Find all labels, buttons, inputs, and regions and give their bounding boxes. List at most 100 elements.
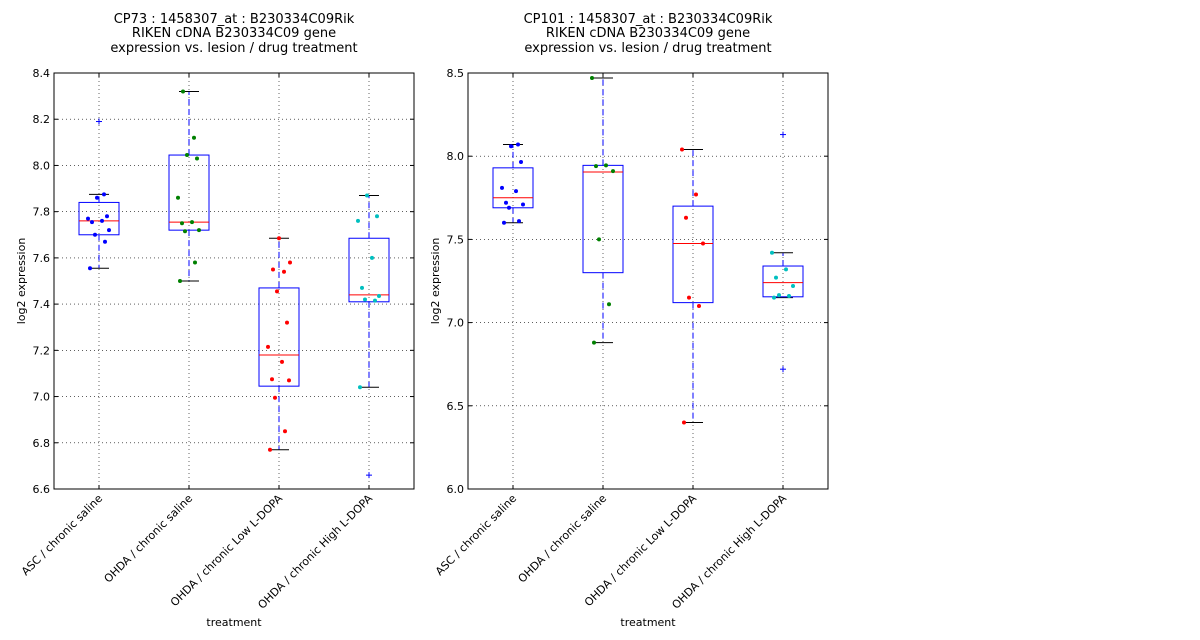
chart-title-line-2: RIKEN cDNA B230334C09 gene	[132, 26, 336, 41]
data-point	[684, 215, 688, 220]
data-point	[682, 420, 686, 425]
box-iqr	[672, 205, 714, 304]
box-iqr	[348, 237, 390, 303]
data-point	[192, 135, 196, 140]
data-point	[373, 298, 377, 303]
x-axis-label: treatment	[620, 616, 676, 629]
y-tick-label: 6.6	[33, 483, 51, 496]
data-point	[90, 220, 94, 225]
plot-frame	[467, 72, 829, 490]
data-point	[770, 250, 774, 255]
data-point	[178, 279, 182, 283]
data-point	[107, 228, 111, 233]
data-point	[697, 303, 701, 308]
data-point	[375, 214, 379, 219]
data-point	[105, 214, 109, 219]
data-point	[772, 295, 776, 300]
box-iqr	[582, 164, 624, 274]
data-point	[185, 153, 189, 158]
data-point	[377, 294, 381, 299]
y-axis-label: log2 expression	[429, 238, 442, 325]
data-point	[514, 189, 518, 194]
data-point	[268, 447, 272, 452]
chart-title-line-1: CP101 : 1458307_at : B230334C09Rik	[524, 12, 773, 27]
box-iqr	[258, 287, 300, 387]
y-tick-label: 6.5	[447, 400, 465, 413]
data-point	[607, 302, 611, 307]
data-point	[590, 75, 594, 80]
x-axis-label: treatment	[206, 616, 262, 629]
data-point	[787, 293, 791, 298]
data-point	[275, 289, 279, 294]
y-tick-label: 7.6	[33, 252, 51, 265]
data-point	[197, 228, 201, 233]
y-tick-label: 7.0	[447, 317, 465, 330]
data-point	[784, 267, 788, 272]
data-point	[190, 220, 194, 225]
data-point	[521, 202, 525, 207]
y-tick-label: 7.2	[33, 344, 51, 357]
data-point	[694, 192, 698, 197]
chart-panel-cp101: CP101 : 1458307_at : B230334C09Rik RIKEN…	[429, 12, 829, 629]
data-point	[370, 255, 374, 260]
data-point	[611, 169, 615, 174]
data-point	[183, 229, 187, 234]
data-point	[285, 320, 289, 325]
chart-title-line-1: CP73 : 1458307_at : B230334C09Rik	[114, 12, 355, 27]
data-point	[282, 269, 286, 274]
y-tick-label: 7.5	[447, 233, 465, 246]
data-point	[358, 385, 362, 390]
data-point	[507, 205, 511, 210]
data-point	[288, 260, 292, 265]
x-tick-label: ASC / chronic saline	[433, 492, 519, 578]
data-point	[86, 216, 90, 221]
data-point	[270, 377, 274, 382]
x-tick-label: ASC / chronic saline	[19, 492, 105, 578]
chart-panel-cp73: CP73 : 1458307_at : B230334C09Rik RIKEN …	[15, 12, 415, 629]
chart-title-line-2: RIKEN cDNA B230334C09 gene	[546, 26, 750, 41]
data-point	[280, 359, 284, 364]
box-iqr	[78, 201, 120, 236]
data-point	[516, 142, 520, 147]
data-point	[791, 283, 795, 288]
y-axis-label: log2 expression	[15, 238, 28, 325]
y-tick-label: 7.0	[33, 391, 51, 404]
box-iqr	[762, 265, 804, 298]
data-point	[180, 221, 184, 226]
data-point	[193, 260, 197, 265]
data-point	[500, 185, 504, 190]
y-tick-label: 6.0	[447, 483, 465, 496]
data-point	[95, 195, 99, 200]
y-tick-label: 6.8	[33, 437, 51, 450]
data-point	[93, 232, 97, 237]
data-point	[360, 285, 364, 290]
data-point	[273, 395, 277, 400]
data-point	[365, 193, 369, 198]
data-point	[277, 236, 281, 241]
data-point	[597, 237, 601, 242]
data-point	[100, 218, 104, 223]
x-tick-label: OHDA / chronic saline	[102, 492, 196, 586]
data-point	[356, 218, 360, 223]
data-point	[680, 147, 684, 152]
data-point	[287, 378, 291, 383]
box-iqr	[492, 167, 534, 209]
data-point	[271, 267, 275, 272]
data-point	[283, 429, 287, 434]
data-point	[502, 220, 506, 225]
data-point	[687, 295, 691, 300]
data-point	[103, 239, 107, 244]
data-point	[517, 219, 521, 224]
data-point	[774, 275, 778, 280]
data-point	[195, 156, 199, 161]
data-point	[88, 266, 92, 271]
data-point	[266, 344, 270, 349]
data-point	[176, 195, 180, 200]
y-tick-label: 7.8	[33, 206, 51, 219]
data-point	[509, 144, 513, 149]
plot-frame	[53, 72, 415, 490]
box-iqr	[168, 154, 210, 231]
data-point	[519, 160, 523, 165]
y-tick-label: 8.0	[33, 159, 51, 172]
